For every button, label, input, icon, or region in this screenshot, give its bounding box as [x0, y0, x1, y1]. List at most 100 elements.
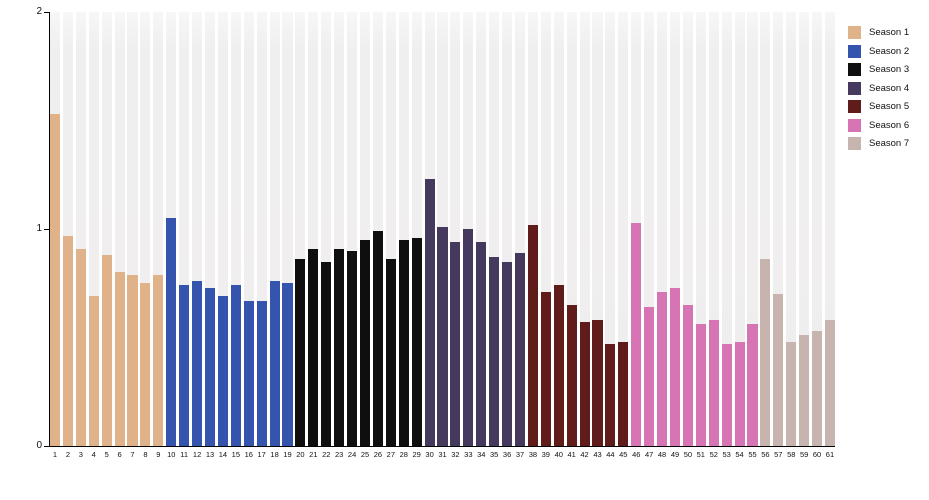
x-axis-tick-label: 19	[283, 450, 292, 459]
bar-slot-background	[760, 12, 771, 446]
legend-swatch-icon	[848, 63, 861, 76]
bar-episode-6	[114, 272, 125, 446]
x-axis-tick-label: 50	[683, 450, 693, 459]
bar-episode-23	[334, 248, 345, 446]
bar-slot-background	[127, 12, 138, 446]
y-axis-tick-label: 2	[36, 6, 42, 17]
bar-slots	[50, 12, 835, 446]
legend-entry: Season 7	[848, 137, 909, 150]
bar-slot-background	[527, 12, 538, 446]
bar-slot-background	[579, 12, 590, 446]
bar-slot-background	[269, 12, 280, 446]
x-axis-tick-label: 45	[619, 450, 628, 459]
bar-slot-background	[502, 12, 513, 446]
x-axis-tick-label: 5	[104, 450, 109, 459]
bar-slot-background	[450, 12, 461, 446]
x-axis-tick-label: 20	[296, 450, 305, 459]
bar-slot-background	[747, 12, 758, 446]
bar-slot-background	[540, 12, 551, 446]
x-axis-tick-label: 10	[167, 450, 176, 459]
plot-area	[50, 12, 835, 446]
y-axis-tick	[44, 229, 49, 230]
bar-slot-background	[695, 12, 706, 446]
x-axis-tick-label: 6	[117, 450, 122, 459]
bar-slot-background	[411, 12, 422, 446]
x-axis-tick-label: 39	[541, 450, 550, 459]
bar-slot-background	[682, 12, 693, 446]
x-axis-tick-label: 9	[156, 450, 161, 459]
x-axis-tick-label: 54	[735, 450, 744, 459]
bar-episode-42	[579, 322, 590, 446]
x-axis-tick-label: 33	[464, 450, 473, 459]
legend-swatch-icon	[848, 81, 861, 95]
bar-slot-background	[786, 12, 797, 446]
bar-slot-background	[799, 12, 810, 446]
x-axis-tick-label: 21	[309, 450, 318, 459]
bar-episode-19	[282, 283, 293, 446]
bar-episode-28	[398, 239, 409, 446]
bar-slot-background	[592, 12, 603, 446]
bar-slot-background	[476, 12, 487, 446]
bar-episode-13	[204, 287, 216, 446]
x-axis-tick-label: 23	[334, 450, 344, 459]
bar-slot-background	[114, 12, 125, 446]
bar-slot-background	[631, 12, 642, 446]
bar-slot-background	[489, 12, 500, 446]
bar-episode-52	[708, 320, 719, 446]
bar-episode-24	[347, 250, 358, 446]
bar-episode-15	[230, 285, 241, 446]
bar-slot-background	[62, 12, 73, 446]
x-axis-tick-label: 36	[502, 450, 512, 459]
legend-swatch-icon	[848, 137, 861, 150]
bar-episode-11	[179, 285, 190, 446]
y-axis-tick	[44, 446, 49, 447]
x-axis-tick-label: 51	[696, 450, 705, 459]
bar-episode-31	[437, 226, 448, 446]
bar-slot-background	[282, 12, 293, 446]
x-axis-tick-label: 12	[192, 450, 202, 459]
bar-slot-background	[605, 12, 616, 446]
bar-slot-background	[721, 12, 732, 446]
bar-slot-background	[372, 12, 383, 446]
legend-swatch-icon	[848, 26, 861, 39]
bar-episode-10	[166, 218, 177, 446]
x-axis-tick-label: 41	[567, 450, 576, 459]
bar-episode-33	[463, 229, 474, 446]
x-axis-tick-label: 60	[812, 450, 822, 459]
bar-slot-background	[75, 12, 86, 446]
bar-episode-56	[760, 259, 771, 446]
bar-slot-background	[321, 12, 332, 446]
bar-episode-3	[75, 248, 86, 446]
legend-entry: Season 3	[848, 63, 909, 76]
bar-slot-background	[824, 12, 835, 446]
bar-slot-background	[644, 12, 655, 446]
bar-episode-55	[747, 324, 758, 446]
bar-episode-48	[657, 291, 668, 446]
bar-episode-34	[476, 242, 487, 446]
bar-slot-background	[657, 12, 668, 446]
y-axis-tick-label: 0	[36, 440, 42, 451]
bar-episode-35	[489, 257, 500, 446]
bar-episode-59	[799, 335, 810, 446]
y-axis-line	[49, 12, 50, 447]
bar-slot-background	[217, 12, 228, 446]
x-axis-tick-label: 55	[748, 450, 757, 459]
bar-slot-background	[669, 12, 680, 446]
bar-slot-background	[463, 12, 474, 446]
bar-slot-background	[359, 12, 370, 446]
bar-episode-47	[644, 307, 655, 446]
x-axis-tick-label: 37	[515, 450, 525, 459]
bar-slot-background	[101, 12, 112, 446]
x-axis-tick-label: 53	[722, 450, 731, 459]
x-axis-tick-label: 16	[244, 450, 253, 459]
bar-slot-background	[618, 12, 629, 446]
legend-label: Season 4	[869, 82, 910, 94]
x-axis-tick-label: 56	[761, 450, 770, 459]
x-axis-tick-label: 48	[657, 450, 667, 459]
x-axis-tick-label: 47	[644, 450, 654, 459]
bar-slot-background	[153, 12, 164, 446]
bar-slot-background	[179, 12, 190, 446]
x-axis-tick-label: 11	[180, 450, 189, 459]
x-axis-tick-label: 49	[670, 450, 680, 459]
